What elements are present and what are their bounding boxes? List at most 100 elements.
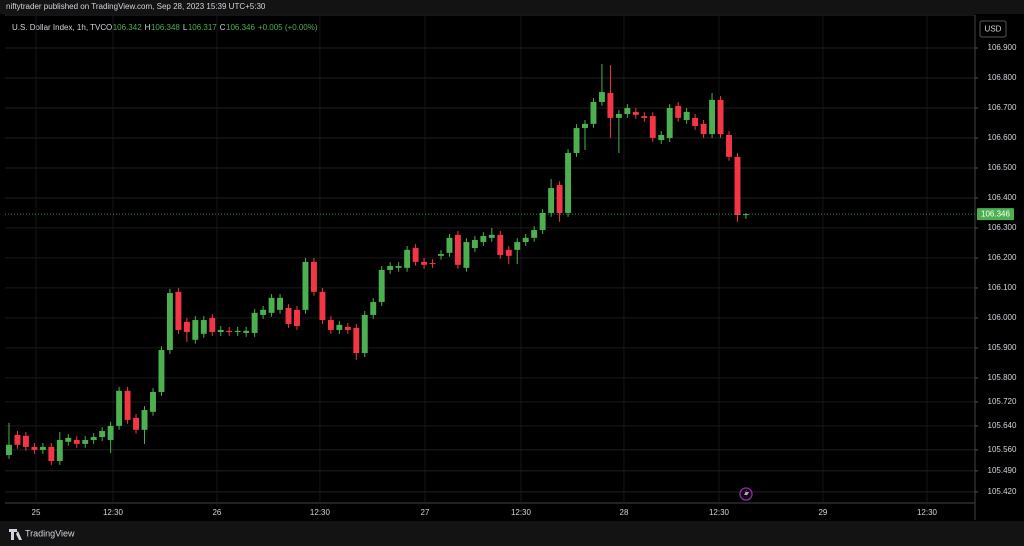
- candle-body: [742, 214, 749, 216]
- y-tick-label: 106.200: [988, 253, 1017, 262]
- y-tick-label: 106.800: [988, 73, 1017, 82]
- candle-body: [370, 302, 377, 315]
- candle-body: [421, 261, 428, 265]
- y-tick-label: 105.490: [988, 466, 1017, 475]
- candle-body: [166, 293, 173, 351]
- candle-body: [150, 392, 156, 412]
- y-tick-label: 105.420: [988, 487, 1017, 496]
- candle-body: [353, 327, 360, 354]
- publisher: niftytrader published on TradingView.com…: [6, 2, 266, 11]
- candle-body: [438, 254, 444, 256]
- candle-body: [243, 330, 250, 333]
- candle-body: [446, 237, 453, 253]
- candle-body: [319, 291, 326, 321]
- x-tick-label: 29: [818, 508, 827, 517]
- candle-body: [675, 105, 682, 118]
- candle-body: [90, 437, 97, 441]
- candle-body: [234, 330, 241, 333]
- currency: USD: [985, 25, 1002, 34]
- candle-body: [133, 417, 140, 430]
- event-icon[interactable]: [739, 487, 753, 501]
- y-tick-label: 106.700: [988, 103, 1017, 112]
- candle-body: [590, 101, 597, 124]
- candle-body: [522, 237, 529, 243]
- candle-body: [700, 123, 707, 135]
- candle-body: [336, 324, 343, 330]
- candle-body: [480, 236, 487, 243]
- candle-body: [497, 234, 504, 255]
- last-price-label: 106.346: [981, 209, 1010, 218]
- legend-change: +0.005 (+0.00%): [258, 23, 318, 32]
- candle-body: [251, 312, 258, 333]
- candle-body: [39, 446, 46, 450]
- candle-body: [505, 249, 512, 256]
- candle-body: [531, 230, 538, 238]
- candle-body: [734, 156, 741, 216]
- x-tick-label: 25: [32, 508, 41, 517]
- candle-body: [73, 440, 80, 444]
- y-tick-label: 105.800: [988, 373, 1017, 382]
- x-tick-label: 26: [212, 508, 221, 517]
- legend-value: 106.346: [226, 23, 255, 32]
- candle-body: [598, 92, 605, 102]
- candle-body: [573, 128, 580, 153]
- candle-body: [404, 249, 411, 268]
- legend-value: 106.348: [151, 23, 180, 32]
- last-price-box: [977, 208, 1014, 221]
- candle-body: [48, 446, 55, 462]
- candle-body: [217, 329, 224, 333]
- candle-body: [649, 116, 656, 138]
- legend-key: H: [145, 23, 151, 32]
- currency-box[interactable]: [979, 20, 1007, 38]
- candle-body: [124, 390, 131, 420]
- candle-body: [107, 425, 114, 441]
- candle-body: [82, 440, 89, 444]
- candle-body: [175, 291, 182, 330]
- x-tick-label: 12:30: [103, 508, 124, 517]
- candle-body: [514, 242, 521, 250]
- candle-body: [641, 116, 648, 118]
- y-tick-label: 106.900: [988, 43, 1017, 52]
- candle-body: [116, 390, 123, 426]
- top-bar: [0, 0, 1024, 14]
- candle-body: [277, 297, 284, 310]
- candle-body: [454, 234, 461, 265]
- y-tick-label: 106.500: [988, 163, 1017, 172]
- footer-bar: [0, 521, 1024, 546]
- candle-body: [582, 123, 588, 129]
- candle-body: [6, 444, 12, 456]
- y-tick-label: 105.640: [988, 421, 1017, 430]
- candle-body: [666, 107, 673, 138]
- candle-body: [378, 269, 385, 303]
- y-tick-label: 106.000: [988, 313, 1017, 322]
- y-tick-label: 106.100: [988, 283, 1017, 292]
- candle-body: [471, 239, 478, 249]
- candle-body: [683, 111, 690, 120]
- candle-body: [556, 185, 563, 213]
- candle-body: [624, 107, 631, 114]
- event-bolt: [744, 489, 749, 499]
- candle-body: [65, 437, 72, 442]
- y-tick-label: 105.900: [988, 343, 1017, 352]
- y-tick-label: 105.560: [988, 445, 1017, 454]
- legend-key: C: [220, 23, 226, 32]
- candle-body: [327, 320, 334, 330]
- candle-body: [692, 117, 699, 126]
- y-tick-label: 105.720: [988, 397, 1017, 406]
- legend-key: L: [183, 23, 188, 32]
- brand: TradingView: [25, 528, 75, 538]
- candle-body: [658, 134, 665, 141]
- candle-body: [99, 431, 106, 438]
- brand-logo: [9, 529, 22, 540]
- candle-body: [22, 435, 29, 447]
- candle-body: [539, 212, 546, 231]
- candle-body: [548, 188, 555, 213]
- candle-body: [361, 314, 368, 354]
- candle-body: [285, 308, 292, 324]
- candle-body: [31, 446, 38, 450]
- grid: 106.900 106.800 106.700 106.600 106.500 106.4…: [5, 15, 1017, 517]
- y-tick-label: 106.600: [988, 133, 1017, 142]
- candle-body: [268, 297, 275, 313]
